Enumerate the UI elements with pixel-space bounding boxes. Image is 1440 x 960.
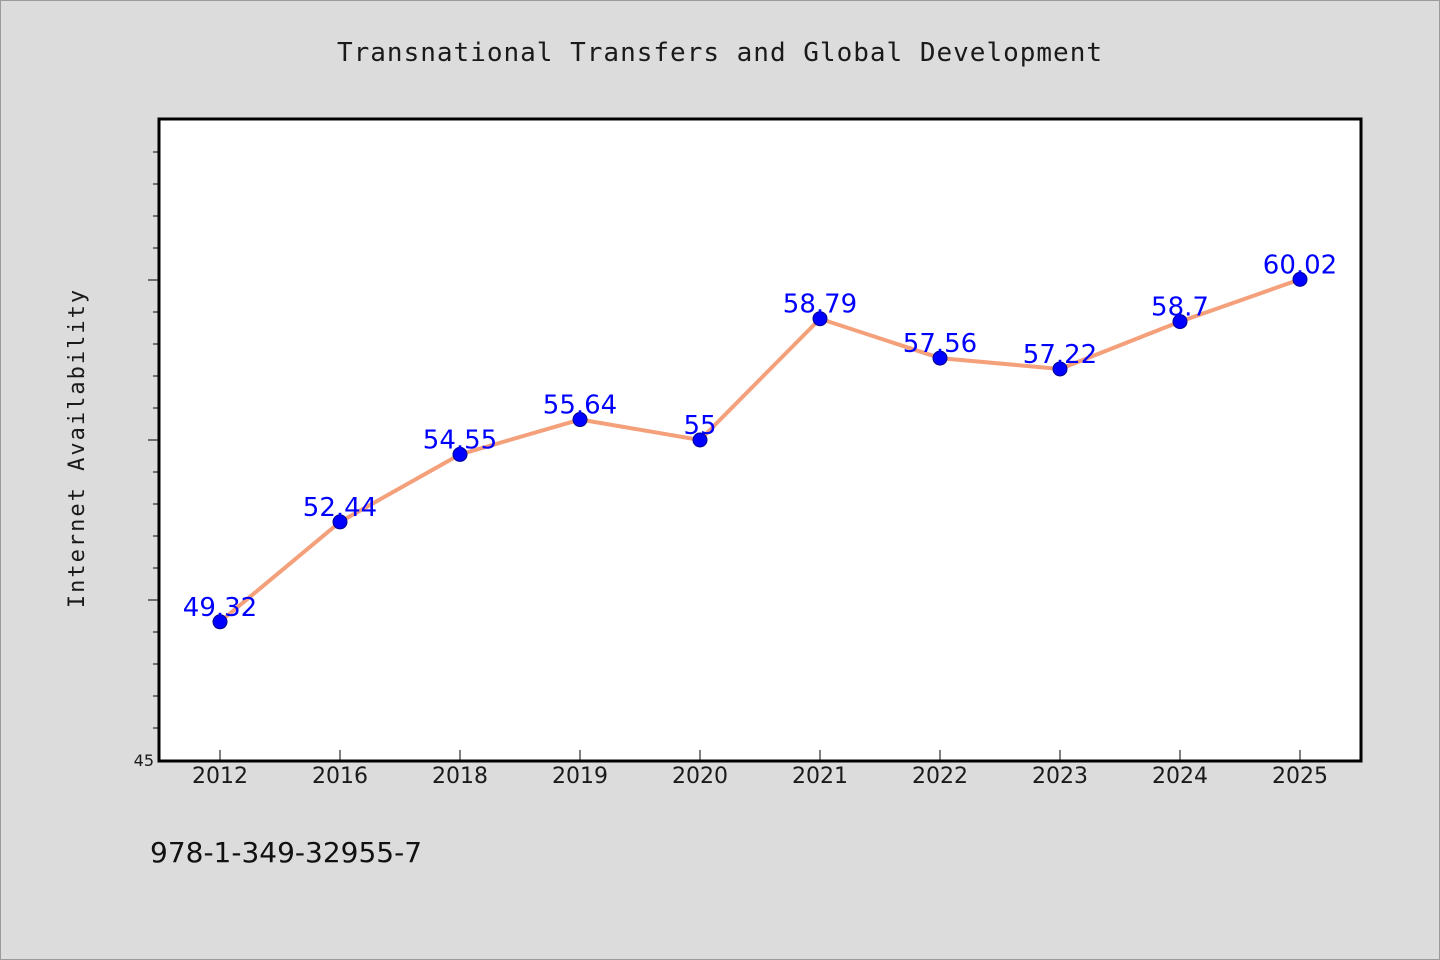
data-label: 58.79	[783, 290, 857, 320]
data-label: 55.64	[543, 391, 617, 421]
data-label: 54.55	[423, 425, 497, 455]
data-point	[452, 446, 468, 462]
data-label: 57.22	[1023, 340, 1097, 370]
x-axis-ticks: 2012 2016 2018 2019 2020 2021 2022 2023 2024 2025	[192, 750, 1328, 789]
data-label: 55	[683, 411, 716, 441]
x-tick-label: 2021	[792, 764, 848, 789]
x-tick-label: 2023	[1032, 764, 1088, 789]
y-axis-label: Internet Availability	[65, 288, 90, 608]
series-line	[218, 277, 1302, 624]
x-tick-label: 2012	[192, 764, 248, 789]
data-point	[212, 614, 228, 630]
plot-area	[157, 117, 1363, 763]
isbn-footer: 978-1-349-32955-7	[150, 836, 422, 869]
data-label: 60.02	[1263, 250, 1337, 280]
x-tick-label: 2016	[312, 764, 368, 789]
x-tick-label: 2018	[432, 764, 488, 789]
data-point	[692, 432, 708, 448]
x-tick-label: 2025	[1272, 764, 1328, 789]
x-tick-label: 2022	[912, 764, 968, 789]
data-label: 58.7	[1151, 293, 1209, 323]
data-point	[332, 514, 348, 530]
chart-title: Transnational Transfers and Global Devel…	[337, 38, 1103, 68]
x-tick-label: 2020	[672, 764, 728, 789]
y-tick-label: 45	[134, 751, 154, 770]
data-label: 52.44	[303, 493, 377, 523]
data-point	[932, 350, 948, 366]
data-label: 57.56	[903, 329, 977, 359]
y-axis-ticks: 45	[134, 151, 160, 770]
data-label: 49.32	[183, 593, 257, 623]
x-tick-label: 2024	[1152, 764, 1208, 789]
data-point	[1052, 361, 1068, 377]
x-tick-label: 2019	[552, 764, 608, 789]
data-point	[1172, 314, 1188, 330]
data-point	[572, 412, 588, 428]
series-layer: 49.32 52.44 54.55 55.64 55 58.79 57.56 57.22 58.…	[183, 250, 1337, 630]
data-point	[1292, 271, 1308, 287]
data-point	[812, 311, 828, 327]
